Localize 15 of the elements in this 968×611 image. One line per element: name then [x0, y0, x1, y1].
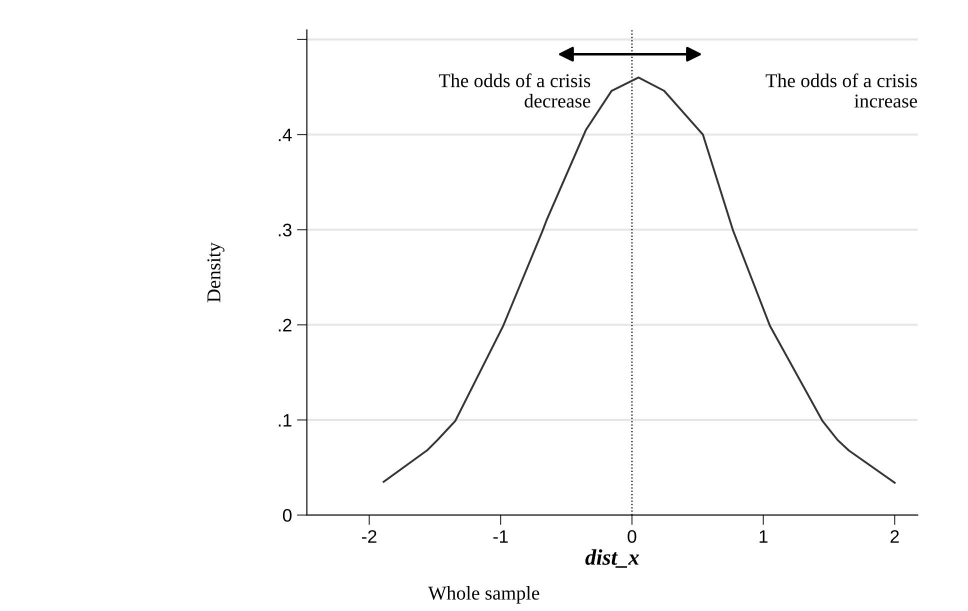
x-tick-label: 2	[890, 530, 899, 543]
y-tick-label: .2	[278, 318, 292, 332]
y-tick-label: .4	[278, 128, 292, 142]
x-tick-label: 0	[628, 530, 636, 543]
x-axis-title: dist_x	[585, 549, 639, 568]
annotation: The odds of a crisis increase	[766, 73, 917, 108]
y-tick-label: .1	[278, 414, 292, 426]
x-tick-label: -1	[493, 530, 508, 543]
x-tick-label: -2	[362, 530, 376, 543]
y-axis-title: Density	[207, 242, 224, 302]
y-tick-label: .3	[278, 224, 292, 236]
y-tick-label: 0	[282, 509, 292, 522]
x-tick-label: 1	[760, 530, 768, 543]
text: Whole sample	[428, 586, 540, 604]
annotation: The odds of a crisis decrease	[438, 73, 590, 108]
